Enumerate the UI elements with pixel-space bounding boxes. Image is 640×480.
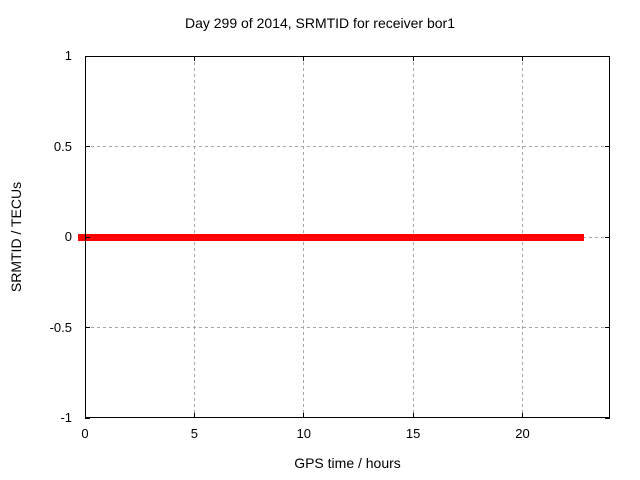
y-gridline (85, 327, 610, 328)
series-line-srmtid (78, 233, 584, 241)
y-tick-label: 0.5 (53, 138, 72, 154)
chart-title: Day 299 of 2014, SRMTID for receiver bor… (184, 15, 455, 31)
y-tick-label: -1 (60, 410, 72, 425)
x-axis-label: GPS time / hours (294, 455, 401, 471)
y-tick-label: -0.5 (49, 319, 72, 335)
x-tick-label: 10 (296, 426, 311, 441)
y-gridline (85, 146, 610, 147)
x-tick-label: 15 (405, 426, 421, 441)
y-tick-label: 1 (64, 48, 72, 63)
plot-area (78, 55, 610, 419)
y-tick-label: 0 (64, 229, 72, 244)
series-layer (78, 56, 610, 418)
x-tick-label: 20 (515, 426, 530, 441)
x-tick-label: 0 (81, 426, 89, 441)
x-tick-label: 5 (190, 426, 198, 441)
